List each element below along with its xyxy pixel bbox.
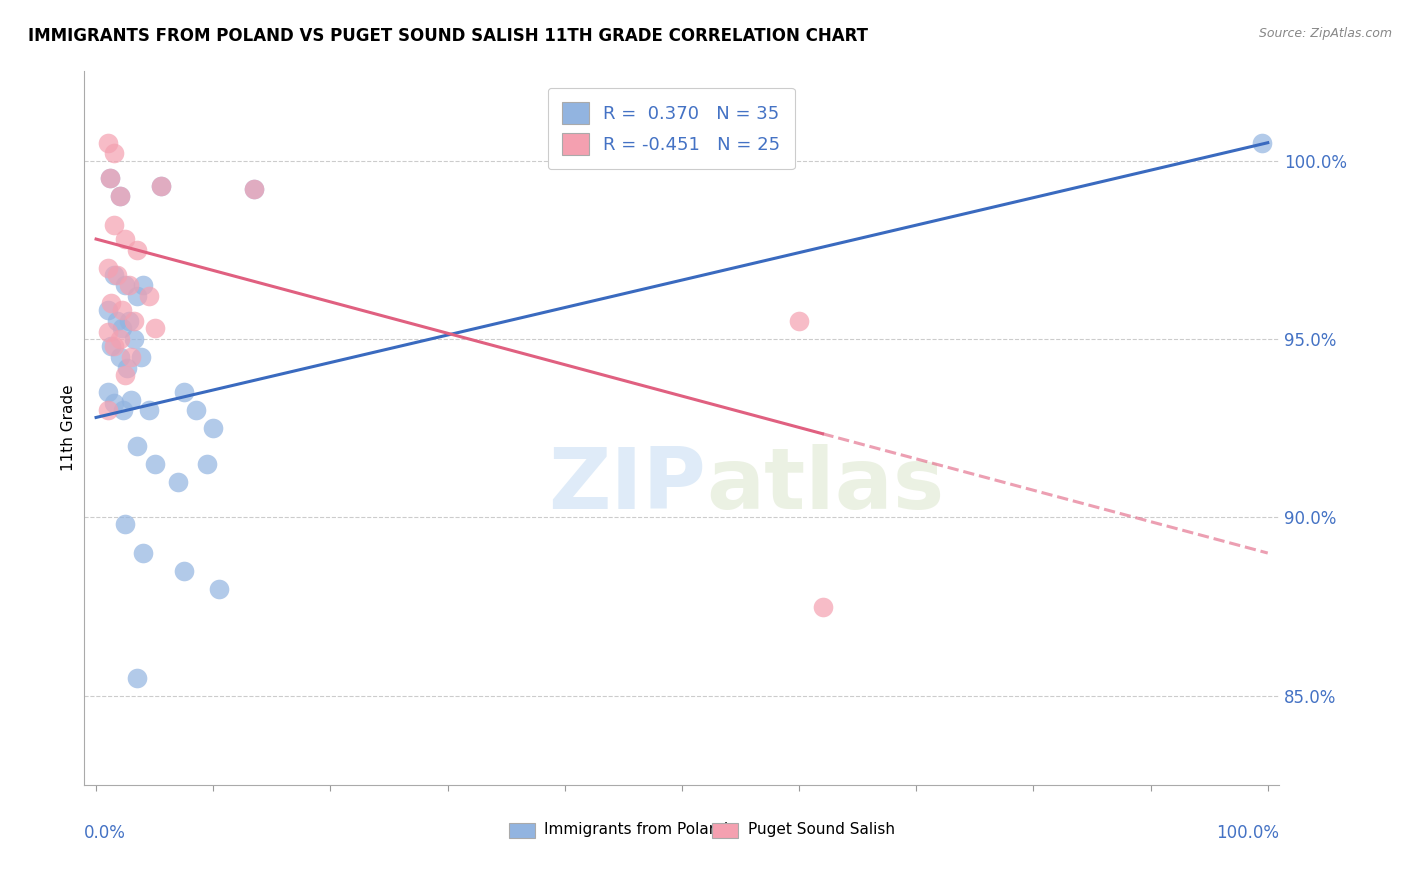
Point (173, 564, 195, 578)
Point (108, 189, 131, 203)
Point (129, 350, 152, 364)
Point (173, 385, 195, 400)
Point (114, 232, 136, 246)
Point (97, 385, 120, 400)
Point (120, 392, 142, 407)
Legend: R =  0.370   N = 35, R = -0.451   N = 25: R = 0.370 N = 35, R = -0.451 N = 25 (547, 87, 794, 169)
Point (143, 457, 166, 471)
Text: 0.0%: 0.0% (84, 824, 127, 842)
Point (811, 599, 834, 614)
Point (114, 368, 136, 382)
Point (184, 403, 207, 417)
Point (108, 332, 131, 346)
Point (243, 182, 266, 196)
Point (127, 439, 149, 453)
Point (97, 325, 120, 339)
Point (132, 546, 155, 560)
Text: Puget Sound Salish: Puget Sound Salish (748, 822, 894, 838)
Point (100, 339, 122, 353)
Bar (509, 822, 534, 838)
Point (105, 268, 128, 282)
Point (118, 314, 141, 328)
Point (127, 243, 149, 257)
Text: ZIP: ZIP (548, 443, 706, 527)
Point (114, 278, 136, 293)
Point (103, 339, 125, 353)
Point (103, 396, 125, 410)
Point (122, 332, 145, 346)
Point (98, 171, 121, 186)
Point (112, 403, 135, 417)
Point (108, 189, 131, 203)
Point (97, 260, 120, 275)
Point (114, 517, 136, 532)
Point (132, 278, 155, 293)
Text: IMMIGRANTS FROM POLAND VS PUGET SOUND SALISH 11TH GRADE CORRELATION CHART: IMMIGRANTS FROM POLAND VS PUGET SOUND SA… (28, 27, 868, 45)
Point (115, 360, 138, 375)
Point (103, 146, 125, 161)
Point (1251, 136, 1274, 150)
Point (103, 218, 125, 232)
Point (197, 457, 219, 471)
Point (122, 314, 145, 328)
Point (787, 314, 810, 328)
Point (111, 303, 134, 318)
Point (97, 403, 120, 417)
Point (138, 403, 160, 417)
Point (202, 421, 225, 435)
Text: Immigrants from Poland: Immigrants from Poland (544, 822, 728, 838)
Point (149, 178, 172, 193)
Point (98, 171, 121, 186)
Point (143, 321, 166, 335)
Point (108, 350, 131, 364)
Point (111, 321, 134, 335)
Point (97, 303, 120, 318)
Point (149, 178, 172, 193)
Point (127, 671, 149, 685)
Text: 100.0%: 100.0% (1216, 824, 1279, 842)
Bar (711, 822, 738, 838)
Point (120, 350, 142, 364)
Point (127, 289, 149, 303)
Point (97, 136, 120, 150)
Point (167, 475, 190, 489)
Point (243, 182, 266, 196)
Point (138, 289, 160, 303)
Point (208, 582, 231, 596)
Text: atlas: atlas (706, 443, 943, 527)
Text: Source: ZipAtlas.com: Source: ZipAtlas.com (1258, 27, 1392, 40)
Point (118, 278, 141, 293)
Point (103, 268, 125, 282)
Y-axis label: 11th Grade: 11th Grade (60, 384, 76, 472)
Point (100, 296, 122, 310)
Point (105, 314, 128, 328)
